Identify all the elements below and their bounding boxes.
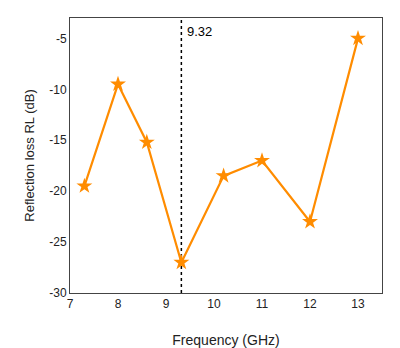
- svg-text:-15: -15: [49, 133, 67, 147]
- svg-text:-10: -10: [49, 83, 67, 97]
- svg-text:-30: -30: [49, 286, 67, 300]
- svg-text:Frequency (GHz): Frequency (GHz): [172, 332, 279, 348]
- svg-text:7: 7: [67, 297, 74, 311]
- svg-text:12: 12: [303, 297, 317, 311]
- svg-text:-25: -25: [49, 235, 67, 249]
- svg-text:Reflection loss RL (dB): Reflection loss RL (dB): [22, 89, 37, 221]
- svg-text:13: 13: [351, 297, 365, 311]
- svg-text:11: 11: [256, 297, 269, 311]
- svg-text:-5: -5: [56, 32, 67, 46]
- svg-text:-20: -20: [49, 184, 67, 198]
- svg-text:8: 8: [115, 297, 122, 311]
- svg-text:10: 10: [207, 297, 221, 311]
- svg-text:9: 9: [163, 297, 170, 311]
- svg-text:9.32: 9.32: [187, 24, 212, 39]
